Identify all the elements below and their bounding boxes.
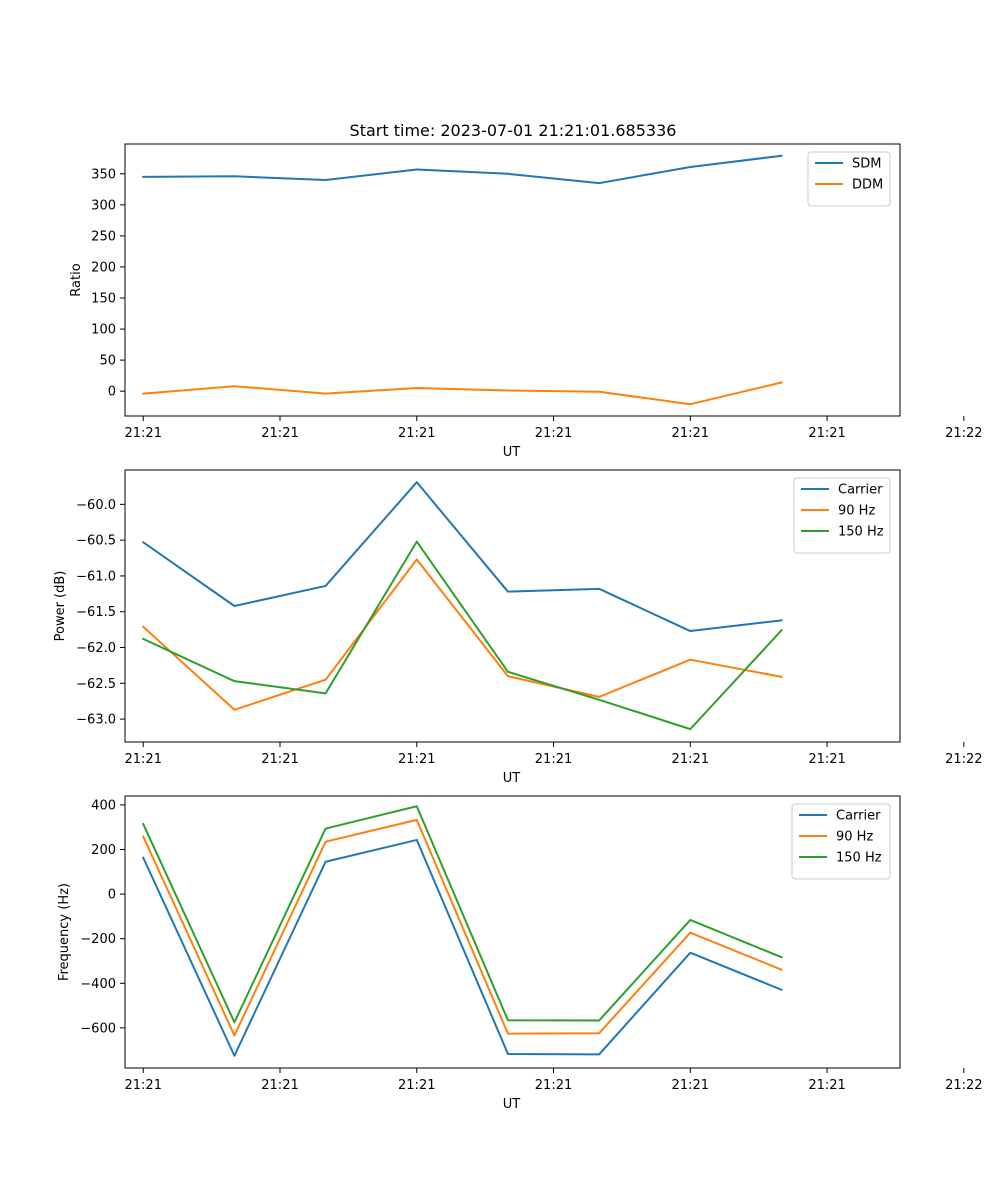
x-tick-label: 21:21 — [808, 1078, 845, 1093]
series-line-carrier — [141, 838, 783, 1057]
legend-box — [793, 477, 891, 554]
y-tick-label: −600 — [80, 1021, 116, 1036]
y-tick-label: 0 — [108, 888, 116, 903]
x-tick-label: 21:21 — [535, 752, 572, 767]
legend-box — [791, 803, 891, 880]
y-tick-label: −62.5 — [76, 677, 116, 692]
y-tick-label: −61.5 — [76, 605, 116, 620]
y-tick-label: −62.0 — [76, 641, 116, 656]
x-tick-label: 21:22 — [945, 752, 982, 767]
x-tick-label: 21:21 — [398, 752, 435, 767]
legend-box — [807, 151, 891, 207]
x-tick-label: 21:21 — [261, 426, 298, 441]
series-line-sdm — [142, 154, 783, 185]
y-tick-label: 150 — [91, 292, 116, 307]
x-tick-label: 21:21 — [672, 752, 709, 767]
x-tick-label: 21:21 — [808, 426, 845, 441]
legend: Carrier 90 Hz 150 Hz — [793, 477, 891, 554]
y-tick-label: 0 — [108, 385, 116, 400]
y-tick-label: 350 — [91, 167, 116, 182]
y-axis-label: Frequency (Hz) — [57, 883, 72, 981]
y-tick-label: 100 — [91, 323, 116, 338]
legend-label: 90 Hz — [838, 504, 875, 519]
x-tick-label: 21:21 — [672, 426, 709, 441]
x-axis-label: UT — [503, 445, 521, 460]
legend-label: Carrier — [836, 809, 881, 824]
y-tick-label: 400 — [91, 798, 116, 813]
x-tick-label: 21:21 — [398, 1078, 435, 1093]
y-tick-label: 200 — [91, 260, 116, 275]
legend-label: 90 Hz — [836, 830, 873, 845]
axes-frame — [124, 795, 901, 1069]
series-line-carrier — [141, 481, 783, 633]
series-line-90-hz — [141, 818, 783, 1037]
x-tick-label: 21:21 — [398, 426, 435, 441]
series-line-ddm — [142, 381, 783, 406]
x-tick-label: 21:21 — [535, 426, 572, 441]
y-tick-label: −200 — [80, 932, 116, 947]
y-tick-label: −63.0 — [76, 713, 116, 728]
x-tick-label: 21:21 — [125, 426, 162, 441]
y-tick-label: −61.0 — [76, 569, 116, 584]
y-tick-label: 250 — [91, 229, 116, 244]
x-tick-label: 21:21 — [125, 1078, 162, 1093]
x-tick-label: 21:21 — [808, 752, 845, 767]
x-tick-label: 21:21 — [261, 752, 298, 767]
x-tick-label: 21:21 — [261, 1078, 298, 1093]
x-tick-label: 21:22 — [945, 426, 982, 441]
legend-label: 150 Hz — [838, 525, 884, 540]
legend-label: SDM — [852, 157, 881, 172]
x-axis-label: UT — [503, 1097, 521, 1112]
x-tick-label: 21:22 — [945, 1078, 982, 1093]
chart-title: Start time: 2023-07-01 21:21:01.685336 — [350, 121, 677, 140]
y-tick-label: −60.5 — [76, 534, 116, 549]
legend-label: 150 Hz — [836, 851, 882, 866]
legend-label: DDM — [852, 178, 883, 193]
y-tick-label: 50 — [99, 354, 116, 369]
legend-label: Carrier — [838, 483, 883, 498]
x-tick-label: 21:21 — [125, 752, 162, 767]
y-tick-label: 300 — [91, 198, 116, 213]
y-tick-label: −400 — [80, 977, 116, 992]
y-tick-label: 200 — [91, 843, 116, 858]
series-line-150-hz — [141, 805, 783, 1024]
subplot-power: 21:21 21:21 21:21 21:21 21:21 21:21 21:22 −63.0… — [53, 469, 983, 786]
subplot-ratio: Start time: 2023-07-01 21:21:01.685336 2… — [69, 121, 983, 460]
series-line-150-hz — [141, 540, 783, 731]
y-tick-label: −60.0 — [76, 498, 116, 513]
x-tick-label: 21:21 — [535, 1078, 572, 1093]
axes-frame — [124, 143, 901, 417]
x-tick-label: 21:21 — [672, 1078, 709, 1093]
subplot-frequency: 21:21 21:21 21:21 21:21 21:21 21:21 21:22 −600 −… — [57, 795, 983, 1112]
series-line-90-hz — [141, 558, 783, 711]
axes-frame — [124, 469, 901, 743]
legend: SDM DDM — [807, 151, 891, 207]
y-axis-label: Ratio — [69, 263, 84, 296]
x-axis-label: UT — [503, 771, 521, 786]
y-axis-label: Power (dB) — [53, 571, 68, 642]
legend: Carrier 90 Hz 150 Hz — [791, 803, 891, 880]
